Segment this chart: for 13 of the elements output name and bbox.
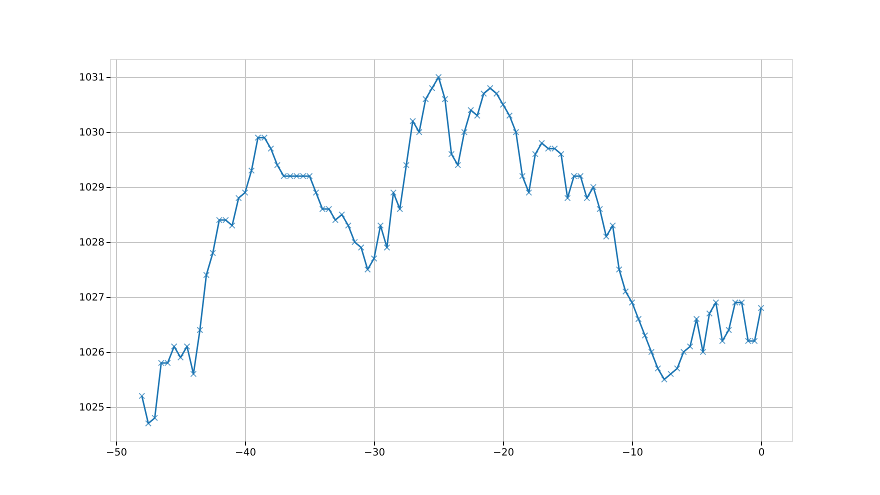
x-tick-label: −50	[106, 448, 128, 458]
y-tick-label: 1031	[79, 72, 104, 84]
y-tick-label: 1025	[79, 402, 104, 414]
x-tick-label: −10	[622, 448, 644, 458]
x-tick-label: −40	[235, 448, 256, 458]
y-tick-label: 1030	[79, 128, 104, 139]
x-tick-label: −20	[492, 448, 514, 458]
y-tick-label: 1028	[79, 238, 104, 249]
x-tick-label: 0	[758, 448, 765, 458]
y-tick-label: 1026	[79, 347, 104, 358]
y-tick-label: 1027	[79, 292, 104, 304]
y-tick-label: 1029	[79, 182, 104, 194]
x-tick-label: −30	[364, 448, 386, 458]
